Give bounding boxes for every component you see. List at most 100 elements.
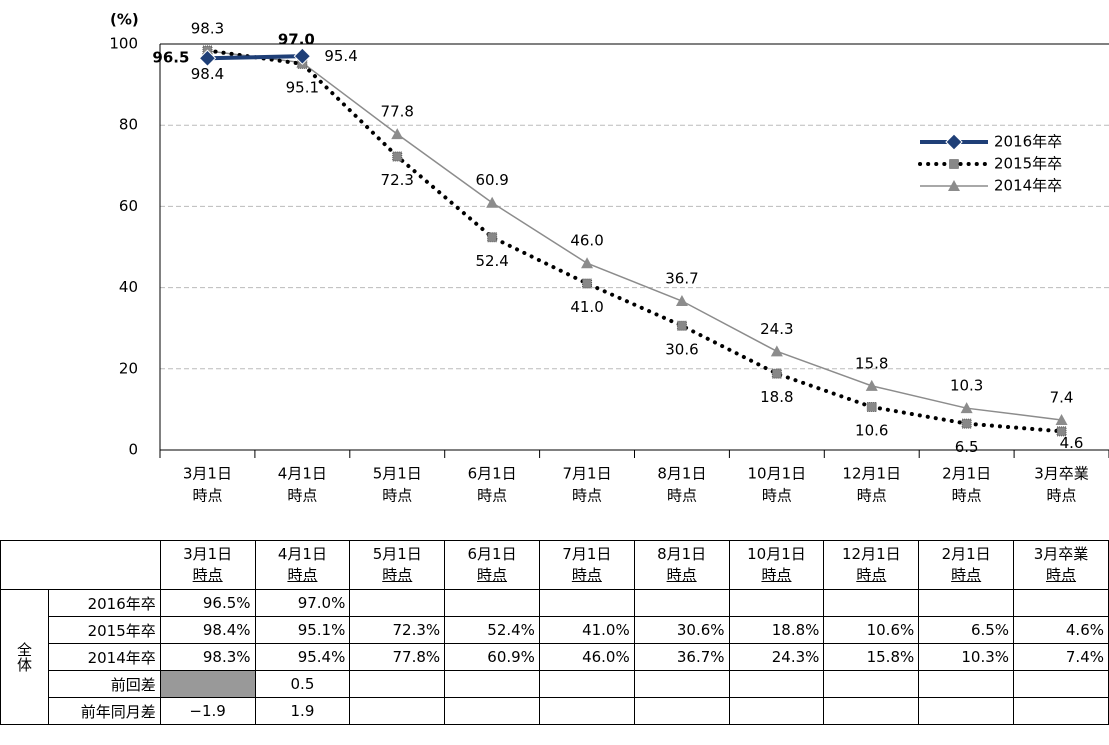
- table-cell: 98.4%: [159, 616, 256, 644]
- column-header-line: 12月1日: [842, 545, 901, 563]
- header-row: 3月1日 時点 4月1日 時点 5月1日 時点 6月1日 時点 7月1日 時点 8月1日 時点 10月1…: [0, 540, 1109, 590]
- table-cell: 18.8%: [728, 616, 825, 644]
- column-header-line: 5月1日: [372, 545, 422, 563]
- table-cell: 96.5%: [159, 589, 256, 617]
- table-cell: [1013, 670, 1109, 698]
- table-cell: [444, 670, 540, 698]
- x-tick-label: 時点: [572, 487, 602, 505]
- y-tick-label: 20: [119, 359, 138, 377]
- table-cell: [349, 697, 446, 725]
- x-tick-label: 8月1日: [657, 465, 706, 483]
- data-label: 72.3: [381, 171, 414, 189]
- table-cell: [728, 589, 825, 617]
- point: [948, 180, 960, 191]
- table-cell: [1013, 697, 1109, 725]
- y-axis-label: (%): [110, 11, 139, 29]
- table-cell: [633, 697, 730, 725]
- x-tick-label: 時点: [477, 487, 507, 505]
- data-label: 30.6: [665, 340, 698, 358]
- column-header: 4月1日 時点: [254, 540, 351, 590]
- column-header-line: 時点: [477, 566, 508, 584]
- data-label: 77.8: [381, 103, 414, 121]
- table-cell: 24.3%: [728, 643, 825, 671]
- table-cell: 7.4%: [1013, 643, 1109, 671]
- point: [770, 345, 783, 357]
- data-label: 97.0: [278, 31, 315, 49]
- legend-label: 2014年卒: [994, 177, 1062, 195]
- point: [771, 368, 782, 379]
- column-header-line: 10月1日: [747, 545, 806, 563]
- table-row: 前年同月差 −1.9 1.9: [1, 697, 1109, 725]
- point: [945, 133, 963, 151]
- table-cell: [823, 697, 920, 725]
- x-tick-label: 4月1日: [278, 465, 327, 483]
- table-cell: [918, 670, 1015, 698]
- table-cell: 36.7%: [633, 643, 730, 671]
- column-header-line: 2月1日: [941, 545, 991, 563]
- table-row: 2014年卒 98.3% 95.4% 77.8% 60.9% 46.0% 36.7% 24.3…: [1, 643, 1109, 671]
- row-label: 2015年卒: [47, 616, 161, 644]
- table-cell: 4.6%: [1013, 616, 1109, 644]
- table-cell: [918, 697, 1015, 725]
- table-cell: [633, 589, 730, 617]
- data-label: 96.5: [152, 49, 189, 67]
- table-row: 2015年卒 98.4% 95.1% 72.3% 52.4% 41.0% 30.6% 18.8…: [1, 616, 1109, 644]
- row-label: 2014年卒: [47, 643, 161, 671]
- column-header: 10月1日 時点: [728, 540, 825, 590]
- data-label: 10.3: [950, 377, 983, 395]
- data-label: 98.4: [191, 65, 224, 83]
- x-tick-label: 12月1日: [842, 465, 901, 483]
- y-tick-label: 80: [119, 116, 138, 134]
- point: [581, 257, 594, 269]
- table-cell: [728, 697, 825, 725]
- x-tick-label: 6月1日: [468, 465, 517, 483]
- table-row: 全体 2016年卒 96.5% 97.0%: [0, 589, 1109, 725]
- column-header-line: 8月1日: [657, 545, 707, 563]
- column-header-line: 7月1日: [562, 545, 612, 563]
- table-cell: 97.0%: [254, 589, 351, 617]
- point: [391, 128, 404, 140]
- table-cell: 72.3%: [349, 616, 446, 644]
- column-header-line: 時点: [287, 566, 318, 584]
- table-cell: 15.8%: [823, 643, 920, 671]
- table-cell: 0.5: [254, 670, 351, 698]
- row-label: 2016年卒: [47, 589, 161, 617]
- x-tick-label: 時点: [857, 487, 887, 505]
- table-cell: [1013, 589, 1109, 617]
- row-label: 前回差: [47, 670, 161, 698]
- data-label: 36.7: [665, 269, 698, 287]
- table-cell: [538, 697, 635, 725]
- x-tick-label: 10月1日: [748, 465, 807, 483]
- table-cell: [444, 697, 540, 725]
- data-label: 10.6: [855, 421, 888, 439]
- table-cell: [918, 589, 1015, 617]
- column-header-line: 3月1日: [183, 545, 233, 563]
- data-label: 98.3: [191, 19, 224, 37]
- table-cell: 41.0%: [538, 616, 635, 644]
- data-label: 18.8: [760, 388, 793, 406]
- table-cell: [349, 670, 446, 698]
- column-header-line: 時点: [951, 566, 982, 584]
- x-tick-label: 時点: [667, 487, 697, 505]
- data-label: 95.1: [286, 78, 319, 96]
- table-cell: 95.4%: [254, 643, 351, 671]
- x-tick-label: 7月1日: [563, 465, 612, 483]
- table-cell: 30.6%: [633, 616, 730, 644]
- table-cell: [633, 670, 730, 698]
- table-cell: 77.8%: [349, 643, 446, 671]
- x-tick-label: 時点: [1047, 487, 1077, 505]
- data-table: 3月1日 時点 4月1日 時点 5月1日 時点 6月1日 時点 7月1日 時点 8月1日 時点 10月1…: [0, 540, 1109, 725]
- column-header: 6月1日 時点: [444, 540, 540, 590]
- column-header: 8月1日 時点: [633, 540, 730, 590]
- point: [865, 379, 878, 391]
- point: [293, 47, 312, 65]
- point: [392, 151, 403, 162]
- point: [675, 294, 688, 306]
- x-tick-label: 時点: [287, 487, 317, 505]
- x-tick-label: 3月卒業: [1034, 465, 1089, 483]
- series-line: [207, 50, 1062, 421]
- table-row: 前回差 0.5: [1, 670, 1109, 698]
- point: [960, 402, 973, 414]
- table-cell: 6.5%: [918, 616, 1015, 644]
- table-cell: 95.1%: [254, 616, 351, 644]
